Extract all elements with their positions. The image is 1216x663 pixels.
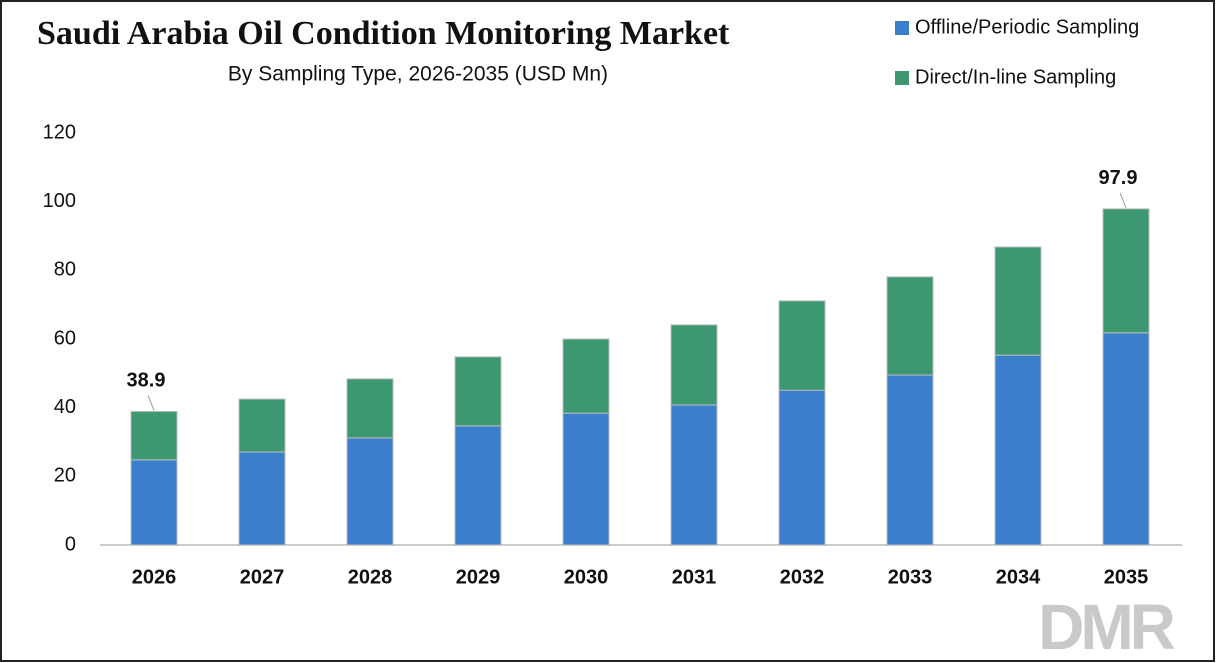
y-tick-label: 80 [54, 259, 76, 281]
legend-label: Offline/Periodic Sampling [915, 16, 1139, 38]
bar-segment [778, 300, 826, 391]
bar-segment [454, 356, 502, 427]
bar-segment [562, 412, 610, 546]
x-tick-label: 2033 [888, 566, 933, 588]
chart-title: Saudi Arabia Oil Condition Monitoring Ma… [37, 15, 730, 52]
bar-segment [778, 389, 826, 546]
total-leader [147, 395, 155, 411]
y-tick-label: 100 [43, 190, 76, 212]
chart-subtitle: By Sampling Type, 2026-2035 (USD Mn) [228, 63, 608, 86]
watermark: DMR [1038, 591, 1175, 663]
x-tick-label: 2027 [240, 566, 285, 588]
x-tick-label: 2026 [132, 566, 177, 588]
x-tick-label: 2029 [456, 566, 501, 588]
total-label: 38.9 [127, 370, 166, 392]
bar-segment [886, 374, 934, 546]
x-tick-label: 2035 [1104, 566, 1149, 588]
bar-segment [130, 459, 178, 546]
bar-segment [994, 354, 1042, 546]
x-tick-label: 2031 [672, 566, 717, 588]
x-tick-label: 2034 [996, 566, 1041, 588]
bar-segment [346, 437, 394, 546]
legend-swatch [895, 21, 909, 35]
legend-swatch [895, 71, 909, 85]
bar-segment [670, 324, 718, 406]
bar-segment [130, 410, 178, 461]
legend-label: Direct/In-line Sampling [915, 66, 1116, 88]
x-tick-label: 2028 [348, 566, 393, 588]
bar-segment [454, 425, 502, 546]
bar-segment [238, 451, 286, 546]
bar-segment [238, 398, 286, 453]
bar-segment [670, 404, 718, 546]
y-tick-label: 0 [65, 533, 76, 555]
bar-segment [886, 276, 934, 376]
y-tick-label: 20 [54, 465, 76, 487]
bar-segment [994, 246, 1042, 356]
y-tick-label: 60 [54, 327, 76, 349]
bar-segment [1102, 208, 1150, 334]
bar-segment [562, 338, 610, 414]
y-tick-label: 40 [54, 396, 76, 418]
x-tick-label: 2030 [564, 566, 609, 588]
bar-segment [346, 378, 394, 439]
total-leader [1119, 192, 1127, 209]
bar-segment [1102, 332, 1150, 546]
total-label: 97.9 [1099, 167, 1138, 189]
y-tick-label: 120 [43, 121, 76, 143]
x-tick-label: 2032 [780, 566, 825, 588]
